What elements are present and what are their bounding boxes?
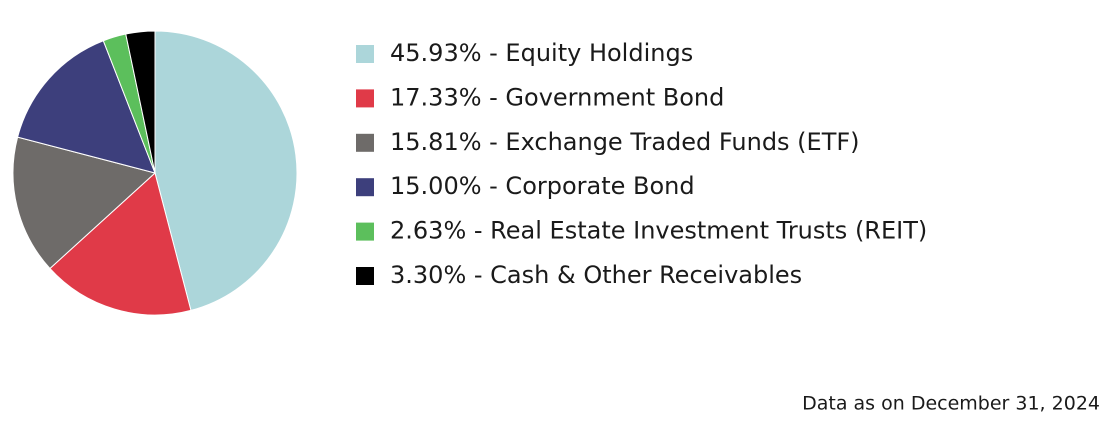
pie-slice bbox=[12, 136, 157, 270]
legend-swatch bbox=[356, 89, 374, 108]
pie-slice bbox=[17, 40, 156, 174]
legend: 45.93% - Equity Holdings 17.33% - Governm… bbox=[356, 39, 927, 289]
legend-label: 2.63% - Real Estate Investment Trusts (R… bbox=[390, 217, 927, 245]
footnote: Data as on December 31, 2024 bbox=[802, 393, 1100, 415]
legend-swatch bbox=[356, 45, 374, 63]
legend-label: 45.93% - Equity Holdings bbox=[390, 39, 693, 67]
legend-label: 17.33% - Government Bond bbox=[390, 83, 724, 111]
pie-slice bbox=[49, 172, 192, 316]
pie-slice bbox=[125, 30, 156, 174]
legend-swatch bbox=[356, 222, 374, 241]
legend-label: 3.30% - Cash & Other Receivables bbox=[390, 261, 802, 289]
pie bbox=[12, 30, 298, 316]
pie-slice bbox=[154, 30, 298, 311]
legend-label: 15.00% - Corporate Bond bbox=[390, 172, 695, 200]
legend-swatch bbox=[356, 178, 374, 197]
legend-swatch bbox=[356, 267, 374, 285]
legend-swatch bbox=[356, 133, 374, 152]
legend-label: 15.81% - Exchange Traded Funds (ETF) bbox=[390, 128, 860, 156]
